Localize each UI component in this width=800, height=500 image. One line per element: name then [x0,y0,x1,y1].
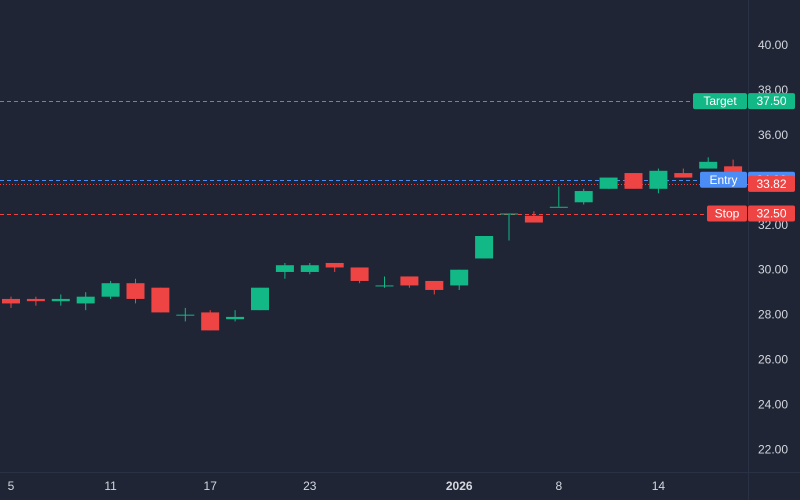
candle-body [674,173,693,178]
candle [101,280,120,299]
candle-body [699,161,718,169]
candle [425,280,444,295]
candle [599,177,618,189]
candle-body [26,298,45,302]
candle-body [599,177,618,189]
target-label-text: Target [703,94,737,108]
stop-value-text: 32.50 [756,207,786,221]
candle-body [51,298,70,302]
y-tick-label: 28.00 [758,308,788,322]
candle [51,294,70,306]
candle [375,276,394,288]
stop-value-badge [748,205,795,222]
candle-body [325,262,344,268]
candle-body [126,283,145,299]
last-value-badge [748,175,795,192]
candle [26,296,45,306]
target-value-text: 37.50 [756,94,786,108]
stop-label-text: Stop [715,207,740,221]
candle [649,168,668,194]
candle-body [300,265,319,272]
candle-body [400,276,419,286]
candle-body [649,170,668,189]
candle [674,168,693,178]
stop-label-badge [707,205,747,222]
candle-body [201,312,220,331]
candle [251,287,269,311]
candle [201,310,220,331]
x-tick-label: 14 [652,479,666,493]
candle-body [375,285,394,287]
y-tick-label: 30.00 [758,263,788,277]
candle-body [500,213,518,215]
candle [475,236,494,259]
candle [574,188,593,205]
y-tick-label: 36.00 [758,128,788,142]
y-tick-label: 22.00 [758,443,788,457]
candle-body [101,283,120,297]
candle [300,262,319,275]
candle-body [475,236,494,259]
x-tick-label: 2026 [446,479,473,493]
candle-body [151,287,170,313]
candle [624,173,643,189]
candle-body [549,206,568,208]
candle [699,157,718,169]
candle [350,267,369,284]
y-tick-label: 40.00 [758,38,788,52]
candle-body [425,280,444,290]
candle-body [76,296,95,304]
candle-body [251,287,269,311]
candle-body [574,191,593,203]
candle-body [624,173,643,189]
candle [275,262,294,279]
candle-body [275,265,294,272]
candle [500,213,518,241]
candle-body [2,298,20,304]
y-tick-label: 24.00 [758,398,788,412]
candle-body [350,267,369,281]
target-value-badge [748,93,795,110]
candle [151,287,170,313]
x-tick-label: 17 [204,479,218,493]
candle [76,292,95,311]
candle-body [176,314,195,316]
target-label-badge [693,93,747,110]
candle [226,310,245,322]
candle-body [450,269,469,286]
x-tick-label: 23 [303,479,317,493]
y-tick-label: 26.00 [758,353,788,367]
candle [524,211,543,223]
candle-body [524,215,543,223]
x-tick-label: 11 [104,479,117,493]
candle [450,269,469,290]
x-tick-label: 8 [555,479,562,493]
candle [325,262,344,272]
candle [2,296,20,308]
candle-body [226,316,245,320]
candle [126,278,145,304]
entry-label-text: Entry [709,173,737,187]
x-tick-label: 5 [8,479,15,493]
entry-label-badge [700,171,747,188]
candle [176,307,195,322]
candle [400,276,419,288]
last-value-text: 33.82 [756,177,786,191]
candle [549,186,568,208]
